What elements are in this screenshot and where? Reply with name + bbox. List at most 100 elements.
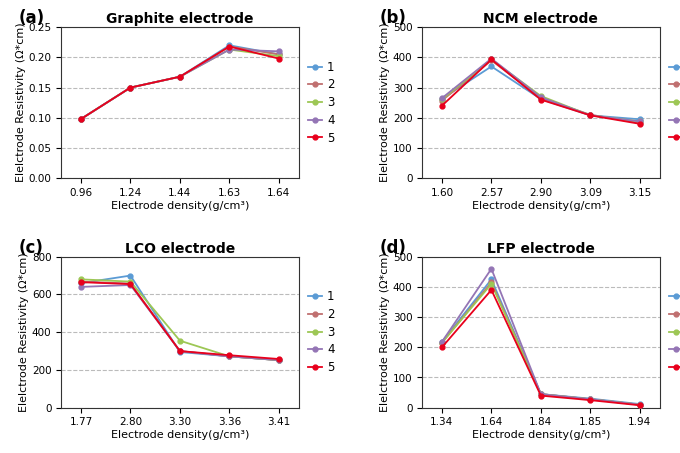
Legend: 1, 2, 3, 4, 5: 1, 2, 3, 4, 5 — [303, 285, 339, 379]
1 — [126, 85, 135, 90]
5 — [176, 348, 184, 354]
Title: LFP electrode: LFP electrode — [487, 241, 595, 255]
Line: 5: 5 — [79, 44, 282, 121]
1 — [636, 116, 644, 122]
1 — [225, 43, 233, 48]
5 — [275, 56, 283, 61]
2 — [225, 354, 233, 359]
2 — [537, 96, 545, 101]
4 — [225, 354, 233, 359]
4 — [275, 48, 283, 54]
1 — [438, 96, 446, 101]
3 — [586, 396, 594, 402]
3 — [586, 113, 594, 118]
1 — [488, 64, 496, 69]
1 — [488, 277, 496, 282]
4 — [176, 348, 184, 354]
Line: 5: 5 — [439, 288, 642, 408]
3 — [438, 340, 446, 346]
X-axis label: Electrode density(g/cm³): Electrode density(g/cm³) — [111, 430, 249, 440]
4 — [225, 47, 233, 52]
Legend: 1, 2, 3, 4, 5: 1, 2, 3, 4, 5 — [664, 56, 680, 149]
3 — [225, 47, 233, 52]
1 — [537, 96, 545, 102]
5 — [176, 74, 184, 79]
4 — [126, 85, 135, 90]
Line: 1: 1 — [439, 277, 642, 406]
Text: (b): (b) — [379, 9, 406, 27]
1 — [438, 339, 446, 345]
Text: (d): (d) — [379, 239, 406, 256]
Title: Graphite electrode: Graphite electrode — [106, 12, 254, 26]
3 — [537, 391, 545, 397]
4 — [636, 402, 644, 407]
Line: 4: 4 — [79, 283, 282, 362]
2 — [488, 280, 496, 285]
Line: 3: 3 — [439, 57, 642, 124]
3 — [126, 85, 135, 90]
1 — [275, 357, 283, 363]
X-axis label: Electrode density(g/cm³): Electrode density(g/cm³) — [111, 201, 249, 211]
5 — [225, 352, 233, 358]
4 — [537, 391, 545, 397]
5 — [77, 280, 85, 285]
Line: 4: 4 — [439, 266, 642, 407]
4 — [176, 74, 184, 79]
Line: 2: 2 — [79, 279, 282, 362]
5 — [537, 393, 545, 398]
1 — [586, 113, 594, 118]
2 — [275, 357, 283, 363]
Y-axis label: Elelctrode Resistivity (Ω*cm): Elelctrode Resistivity (Ω*cm) — [380, 252, 390, 412]
2 — [275, 52, 283, 57]
1 — [586, 396, 594, 401]
4 — [275, 357, 283, 363]
1 — [636, 401, 644, 407]
2 — [438, 98, 446, 103]
5 — [636, 403, 644, 408]
5 — [126, 85, 135, 90]
3 — [77, 277, 85, 282]
3 — [636, 402, 644, 407]
Line: 1: 1 — [439, 64, 642, 122]
2 — [488, 58, 496, 63]
Line: 3: 3 — [79, 277, 282, 362]
3 — [126, 279, 135, 284]
2 — [126, 85, 135, 90]
1 — [126, 273, 135, 278]
3 — [537, 93, 545, 99]
Line: 4: 4 — [79, 47, 282, 121]
1 — [77, 116, 85, 122]
5 — [438, 345, 446, 350]
Line: 5: 5 — [439, 57, 642, 126]
2 — [438, 340, 446, 346]
5 — [537, 97, 545, 102]
Line: 1: 1 — [79, 43, 282, 121]
Line: 2: 2 — [439, 280, 642, 407]
4 — [438, 339, 446, 345]
5 — [126, 281, 135, 287]
Y-axis label: Elelctrode Resistivity (Ω*cm): Elelctrode Resistivity (Ω*cm) — [19, 252, 29, 412]
2 — [586, 396, 594, 402]
5 — [586, 397, 594, 403]
3 — [438, 96, 446, 102]
Line: 4: 4 — [439, 56, 642, 124]
5 — [438, 103, 446, 108]
1 — [225, 354, 233, 359]
3 — [77, 116, 85, 122]
Line: 1: 1 — [79, 273, 282, 362]
4 — [77, 116, 85, 122]
3 — [176, 74, 184, 79]
3 — [225, 354, 233, 359]
5 — [225, 44, 233, 49]
Line: 3: 3 — [79, 47, 282, 121]
4 — [586, 396, 594, 402]
1 — [176, 74, 184, 79]
Text: (a): (a) — [18, 9, 45, 27]
Line: 2: 2 — [439, 58, 642, 125]
5 — [488, 287, 496, 293]
Title: NCM electrode: NCM electrode — [483, 12, 598, 26]
Line: 5: 5 — [79, 280, 282, 361]
2 — [77, 279, 85, 284]
Line: 2: 2 — [79, 44, 282, 121]
3 — [176, 338, 184, 343]
